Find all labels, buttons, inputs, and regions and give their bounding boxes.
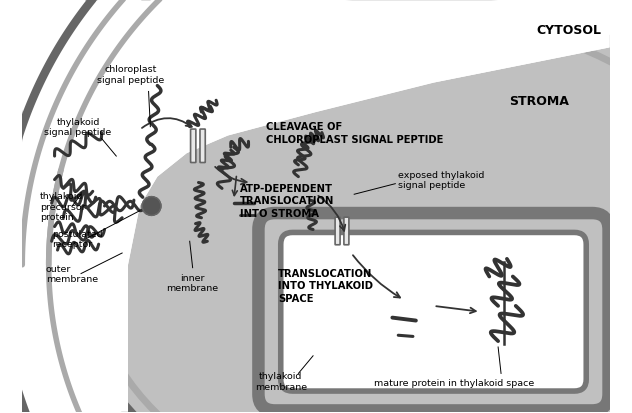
Text: mature protein in thylakoid space: mature protein in thylakoid space <box>374 378 534 387</box>
Text: TRANSLOCATION
INTO THYLAKOID
SPACE: TRANSLOCATION INTO THYLAKOID SPACE <box>278 268 373 303</box>
Text: thylakoid
precursor
protein: thylakoid precursor protein <box>40 192 85 221</box>
FancyBboxPatch shape <box>344 218 349 245</box>
Circle shape <box>142 197 161 216</box>
Ellipse shape <box>70 1 632 413</box>
Polygon shape <box>169 89 610 412</box>
Text: ATP-DEPENDENT
TRANSLOCATION
INTO STROMA: ATP-DEPENDENT TRANSLOCATION INTO STROMA <box>240 183 334 218</box>
Text: chloroplast
signal peptide: chloroplast signal peptide <box>97 65 164 84</box>
FancyBboxPatch shape <box>281 233 586 391</box>
Text: CLEAVAGE OF
CHLOROPLAST SIGNAL PEPTIDE: CLEAVAGE OF CHLOROPLAST SIGNAL PEPTIDE <box>266 122 444 145</box>
Text: inner
membrane: inner membrane <box>167 273 219 292</box>
FancyBboxPatch shape <box>335 218 340 245</box>
Text: thylakoid
signal peptide: thylakoid signal peptide <box>44 118 112 137</box>
Ellipse shape <box>90 19 632 413</box>
Text: thylakoid
membrane: thylakoid membrane <box>255 371 307 391</box>
FancyBboxPatch shape <box>200 130 205 163</box>
Text: outer
membrane: outer membrane <box>46 264 98 284</box>
Polygon shape <box>22 1 610 412</box>
Text: exposed thylakoid
signal peptide: exposed thylakoid signal peptide <box>398 171 485 190</box>
Text: CYTOSOL: CYTOSOL <box>536 24 601 37</box>
Ellipse shape <box>104 33 632 413</box>
FancyBboxPatch shape <box>191 130 196 163</box>
Text: postulated
receptor: postulated receptor <box>52 229 102 248</box>
Polygon shape <box>22 1 610 412</box>
FancyBboxPatch shape <box>258 214 609 411</box>
Text: STROMA: STROMA <box>509 95 569 107</box>
